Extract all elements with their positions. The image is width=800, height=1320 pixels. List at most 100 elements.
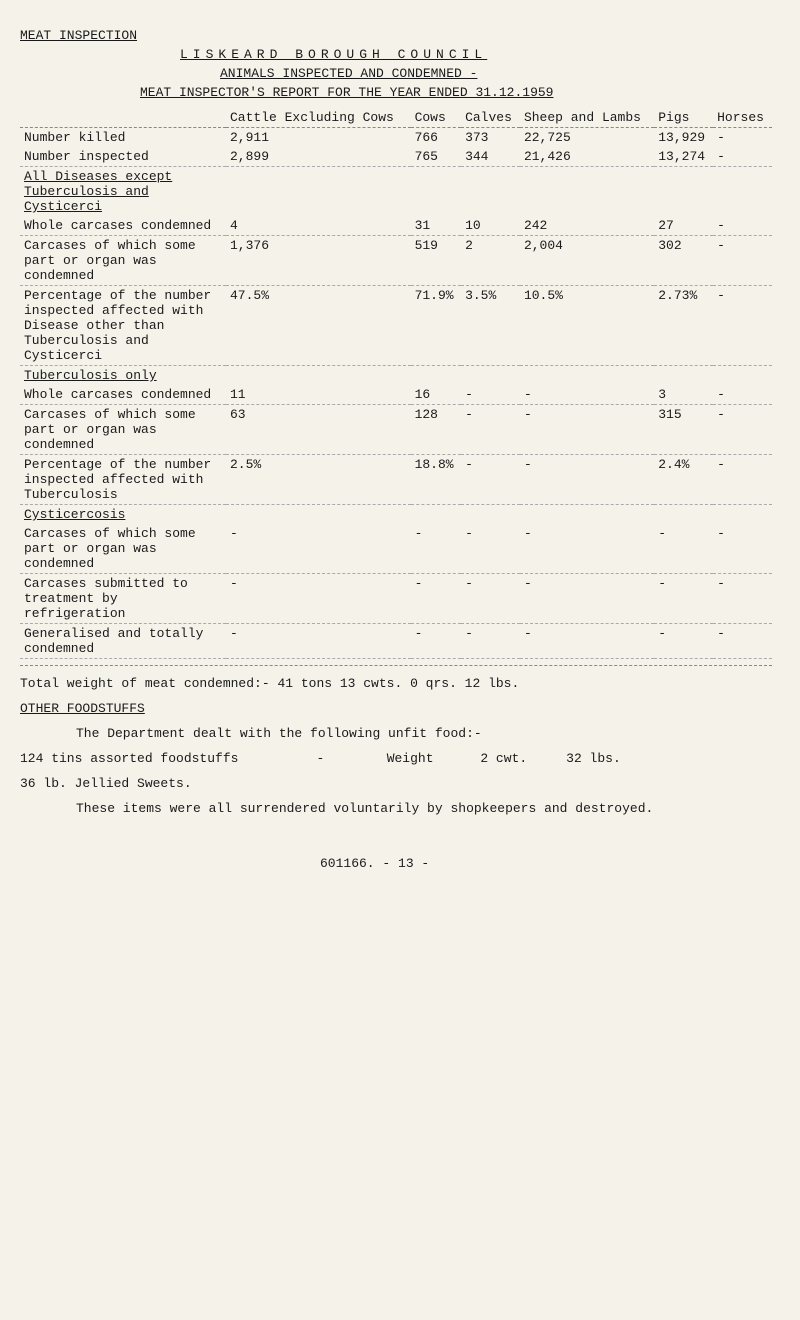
cell: - [713,405,772,455]
cell: - [520,574,654,624]
cell: - [713,624,772,659]
table-row: Whole carcases condemned1116--3- [20,385,772,405]
col-sheep: Sheep and Lambs [520,108,654,128]
cell [461,167,520,217]
cell: 13,929 [654,128,713,148]
table-row: Percentage of the number inspected affec… [20,455,772,505]
cell [411,167,462,217]
table-row: Carcases of which some part or organ was… [20,236,772,286]
cell: - [713,574,772,624]
row-label: Percentage of the number inspected affec… [20,455,226,505]
cell: 11 [226,385,411,405]
cell [411,505,462,525]
cell: 71.9% [411,286,462,366]
row-label: Carcases of which some part or organ was… [20,236,226,286]
other-p1: The Department dealt with the following … [76,726,772,741]
col-cattle: Cattle Excluding Cows [226,108,411,128]
cell: - [713,147,772,167]
cell: 2.73% [654,286,713,366]
p2a: 124 tins assorted foodstuffs [20,751,238,766]
other-foodstuffs-heading: OTHER FOODSTUFFS [20,701,145,716]
cell [654,167,713,217]
table-row: Number killed2,91176637322,72513,929- [20,128,772,148]
row-label: Carcases submitted to treatment by refri… [20,574,226,624]
cell: 344 [461,147,520,167]
subtitle-2: MEAT INSPECTOR'S REPORT FOR THE YEAR END… [140,85,772,100]
cell: 2 [461,236,520,286]
cell: 373 [461,128,520,148]
cell: 10 [461,216,520,236]
page-title: MEAT INSPECTION [20,28,772,43]
cell: - [411,624,462,659]
cell: - [461,385,520,405]
cell: - [713,455,772,505]
cell [411,366,462,386]
cell [226,167,411,217]
row-label: Percentage of the number inspected affec… [20,286,226,366]
subtitle-1: ANIMALS INSPECTED AND CONDEMNED - [220,66,772,81]
page-footer: 601166. - 13 - [320,856,772,871]
p2d: 32 lbs. [566,751,621,766]
col-horses: Horses [713,108,772,128]
p2dash: - [316,751,324,766]
col-blank [20,108,226,128]
cell: - [461,574,520,624]
cell: - [713,524,772,574]
cell [654,366,713,386]
cell [461,366,520,386]
cell: 2,899 [226,147,411,167]
row-label: Whole carcases condemned [20,216,226,236]
cell: 315 [654,405,713,455]
cell: - [713,385,772,405]
cell: - [654,624,713,659]
cell: - [713,236,772,286]
cell: 128 [411,405,462,455]
table-row: Generalised and totally condemned------ [20,624,772,659]
cell: - [411,574,462,624]
cell: - [520,624,654,659]
row-label: Whole carcases condemned [20,385,226,405]
cell: 2.5% [226,455,411,505]
cell [654,505,713,525]
row-label: All Diseases except Tuberculosis and Cys… [20,167,226,217]
cell: 519 [411,236,462,286]
cell: - [520,455,654,505]
cell: - [226,624,411,659]
table-row: All Diseases except Tuberculosis and Cys… [20,167,772,217]
cell: 22,725 [520,128,654,148]
col-cows: Cows [411,108,462,128]
cell: 1,376 [226,236,411,286]
cell [520,366,654,386]
cell: 3 [654,385,713,405]
cell: - [713,128,772,148]
cell: - [461,455,520,505]
cell: 27 [654,216,713,236]
row-label: Cysticercosis [20,505,226,525]
cell [520,167,654,217]
cell: - [654,574,713,624]
cell: - [520,524,654,574]
cell: 242 [520,216,654,236]
other-p2: 124 tins assorted foodstuffs - Weight 2 … [20,751,772,766]
cell: - [226,574,411,624]
cell: - [654,524,713,574]
row-label: Number killed [20,128,226,148]
cell: 765 [411,147,462,167]
table-row: Number inspected2,89976534421,42613,274- [20,147,772,167]
row-label: Tuberculosis only [20,366,226,386]
table-row: Carcases of which some part or organ was… [20,405,772,455]
cell: - [713,216,772,236]
cell: 47.5% [226,286,411,366]
cell: 3.5% [461,286,520,366]
cell: - [520,405,654,455]
other-p4: These items were all surrendered volunta… [76,801,772,816]
cell: - [461,624,520,659]
cell [226,505,411,525]
cell [713,167,772,217]
cell: 766 [411,128,462,148]
table-header-row: Cattle Excluding Cows Cows Calves Sheep … [20,108,772,128]
cell [713,366,772,386]
p2b: Weight [387,751,434,766]
cell: 2.4% [654,455,713,505]
col-pigs: Pigs [654,108,713,128]
